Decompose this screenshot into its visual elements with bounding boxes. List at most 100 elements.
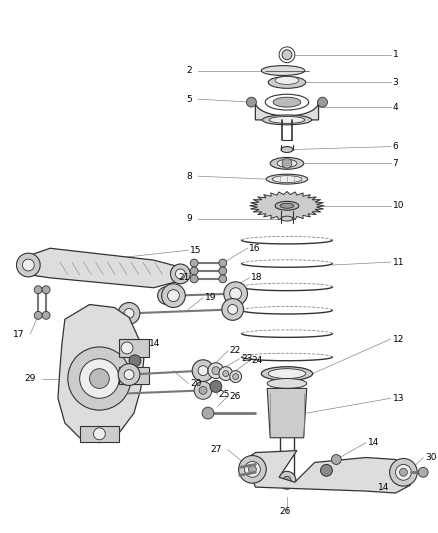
Circle shape [247, 97, 256, 107]
Text: 20: 20 [190, 379, 201, 388]
Circle shape [278, 471, 296, 489]
Circle shape [158, 287, 175, 304]
Circle shape [318, 97, 328, 107]
Circle shape [208, 363, 224, 378]
Ellipse shape [277, 159, 297, 167]
Bar [119, 367, 149, 384]
Circle shape [93, 428, 105, 440]
Ellipse shape [262, 115, 312, 125]
Circle shape [190, 267, 198, 275]
Circle shape [175, 269, 185, 279]
Text: 14: 14 [378, 482, 389, 491]
Ellipse shape [268, 369, 306, 378]
Polygon shape [58, 304, 144, 443]
Text: 11: 11 [392, 257, 404, 266]
Circle shape [219, 259, 227, 267]
Circle shape [192, 360, 214, 382]
Ellipse shape [266, 174, 307, 184]
Circle shape [194, 382, 212, 399]
Circle shape [34, 286, 42, 294]
Circle shape [124, 370, 134, 379]
Polygon shape [250, 191, 325, 220]
Circle shape [390, 458, 417, 486]
Circle shape [219, 275, 227, 283]
Text: 14: 14 [368, 438, 379, 447]
Circle shape [233, 374, 239, 379]
Circle shape [80, 359, 119, 398]
Circle shape [244, 462, 260, 477]
Text: 24: 24 [251, 356, 263, 365]
Ellipse shape [268, 76, 306, 88]
Ellipse shape [261, 367, 313, 381]
Text: 5: 5 [187, 95, 192, 104]
Text: 8: 8 [187, 172, 192, 181]
Circle shape [162, 284, 185, 308]
Circle shape [129, 355, 141, 367]
Ellipse shape [275, 201, 299, 210]
Circle shape [198, 366, 208, 376]
Circle shape [167, 290, 180, 302]
Ellipse shape [275, 76, 299, 84]
Text: 10: 10 [392, 201, 404, 211]
Circle shape [89, 369, 109, 389]
Circle shape [321, 464, 332, 477]
Ellipse shape [280, 203, 294, 208]
Text: 21: 21 [178, 273, 190, 282]
Text: 13: 13 [392, 394, 404, 403]
Circle shape [212, 367, 220, 375]
Text: 9: 9 [187, 214, 192, 223]
Text: 4: 4 [392, 102, 398, 111]
Text: 7: 7 [392, 159, 398, 168]
Polygon shape [22, 248, 184, 288]
Circle shape [223, 370, 229, 377]
Text: 1: 1 [392, 50, 398, 59]
Circle shape [228, 304, 237, 314]
Text: 26: 26 [230, 392, 241, 401]
Circle shape [222, 298, 244, 320]
Circle shape [190, 259, 198, 267]
Circle shape [68, 347, 131, 410]
Polygon shape [255, 102, 318, 120]
Circle shape [282, 50, 292, 60]
Text: 16: 16 [250, 244, 261, 253]
Text: 18: 18 [251, 273, 263, 282]
Bar [119, 339, 149, 357]
Text: 22: 22 [230, 346, 241, 356]
Circle shape [190, 275, 198, 283]
Text: 26: 26 [279, 507, 290, 516]
Circle shape [42, 286, 50, 294]
Circle shape [396, 464, 411, 480]
Text: 23: 23 [241, 354, 253, 364]
Circle shape [121, 370, 133, 382]
Text: 19: 19 [205, 293, 216, 302]
Polygon shape [267, 389, 307, 438]
Circle shape [124, 309, 134, 318]
Circle shape [162, 292, 170, 300]
Circle shape [118, 303, 140, 324]
Ellipse shape [272, 176, 302, 183]
Circle shape [219, 267, 227, 275]
Circle shape [17, 253, 40, 277]
Text: 2: 2 [187, 66, 192, 75]
Text: 14: 14 [149, 340, 160, 349]
Circle shape [34, 311, 42, 319]
Circle shape [199, 386, 207, 394]
Circle shape [239, 456, 266, 483]
Polygon shape [246, 450, 410, 493]
Circle shape [224, 282, 247, 305]
Circle shape [283, 477, 291, 484]
Circle shape [118, 364, 140, 385]
Bar [80, 426, 119, 442]
Text: 30: 30 [425, 453, 437, 462]
Circle shape [42, 311, 50, 319]
Text: 27: 27 [210, 445, 222, 454]
Circle shape [22, 259, 34, 271]
Ellipse shape [261, 66, 305, 76]
Circle shape [121, 342, 133, 354]
Circle shape [210, 381, 222, 392]
Ellipse shape [273, 97, 301, 107]
Text: 6: 6 [392, 142, 398, 151]
Ellipse shape [281, 147, 293, 152]
Circle shape [248, 465, 256, 473]
Circle shape [219, 367, 233, 381]
